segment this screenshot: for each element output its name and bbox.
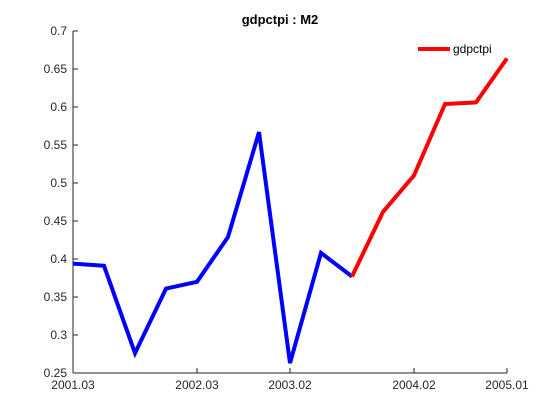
y-tick-label: 0.4 [50,252,67,266]
y-tick-label: 0.25 [44,366,68,380]
plot-area [73,31,507,373]
x-tick-label: 2003.02 [268,378,312,392]
y-tick-label: 0.6 [50,100,67,114]
x-tick-label: 2005.01 [485,378,529,392]
y-tick-label: 0.3 [50,328,67,342]
x-tick-label: 2004.02 [392,378,436,392]
series-line-2 [350,57,509,278]
series-layer [72,57,509,364]
axes: 0.25 0.3 0.35 0.4 0.45 0.5 0.55 0.6 0.65 0.7 2001.… [44,24,529,392]
chart-title: gdpctpi : M2 [242,12,319,27]
y-tick-label: 0.35 [44,290,68,304]
x-tick-label: 2002.03 [175,378,219,392]
y-tick-label: 0.5 [50,176,67,190]
legend: gdpctpi [418,42,492,56]
series-line-1 [72,131,354,364]
y-tick-label: 0.45 [44,214,68,228]
y-tick-label: 0.65 [44,62,68,76]
y-tick-label: 0.55 [44,138,68,152]
x-tick-label: 2001.03 [51,378,95,392]
y-tick-label: 0.7 [50,24,67,38]
legend-label: gdpctpi [453,42,492,56]
